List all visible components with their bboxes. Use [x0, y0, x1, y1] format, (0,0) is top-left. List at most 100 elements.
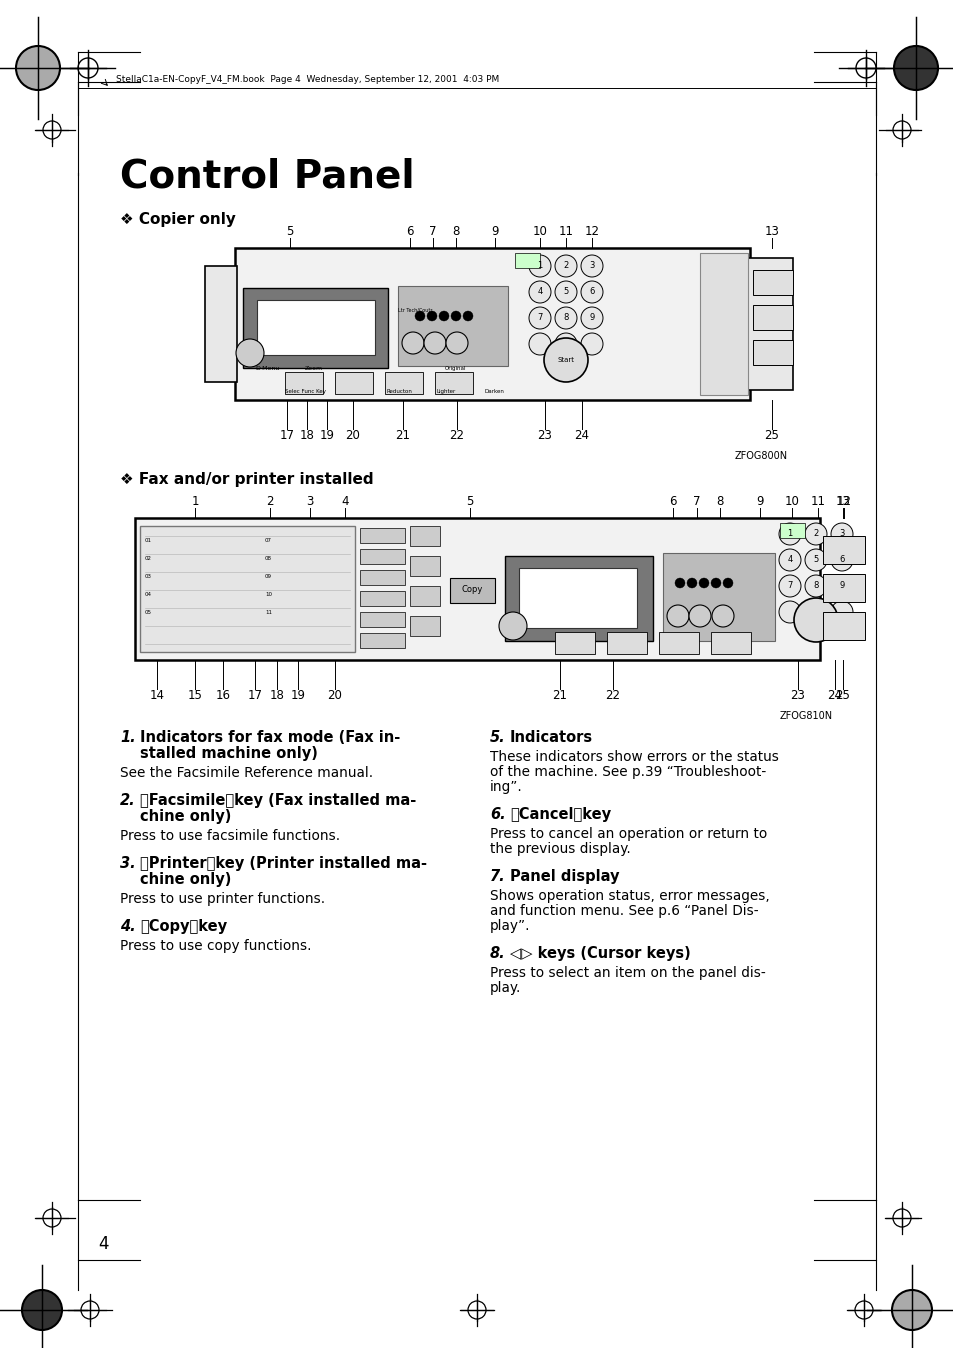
Text: 12: 12	[836, 495, 851, 508]
Text: Press to cancel an operation or return to: Press to cancel an operation or return t…	[490, 828, 766, 841]
Text: 5.: 5.	[490, 731, 505, 745]
Text: ◁▷ keys (Cursor keys): ◁▷ keys (Cursor keys)	[510, 946, 690, 961]
Text: 13: 13	[763, 225, 779, 239]
Text: 5: 5	[466, 495, 474, 508]
Text: 8: 8	[562, 314, 568, 322]
Text: 【Copy】key: 【Copy】key	[140, 919, 227, 934]
Text: 22: 22	[605, 689, 619, 702]
Text: 05: 05	[145, 611, 152, 615]
Text: 02: 02	[145, 555, 152, 561]
Circle shape	[666, 605, 688, 627]
Text: 8.: 8.	[490, 946, 505, 961]
Circle shape	[451, 311, 460, 321]
Text: 7.: 7.	[490, 869, 505, 884]
Circle shape	[555, 255, 577, 276]
Bar	[752, 270, 792, 295]
Circle shape	[498, 612, 526, 640]
Text: 18: 18	[270, 689, 284, 702]
Text: ZFOG810N: ZFOG810N	[780, 710, 832, 721]
Text: Zoom: Zoom	[305, 367, 323, 371]
Text: 23: 23	[790, 689, 804, 702]
Bar	[410, 586, 439, 607]
Circle shape	[804, 601, 826, 623]
Bar	[140, 526, 355, 652]
Circle shape	[16, 46, 60, 90]
Text: 2: 2	[813, 530, 818, 538]
Circle shape	[235, 338, 264, 367]
Bar	[710, 632, 750, 654]
Text: Reducton: Reducton	[387, 390, 413, 394]
Text: 7: 7	[786, 581, 792, 590]
Text: 10: 10	[783, 495, 799, 508]
Circle shape	[793, 599, 837, 642]
Text: 【Cancel】key: 【Cancel】key	[510, 807, 611, 822]
Circle shape	[779, 601, 801, 623]
Circle shape	[688, 605, 710, 627]
Circle shape	[427, 311, 436, 321]
Circle shape	[675, 578, 684, 588]
Bar	[822, 574, 864, 603]
Text: 1: 1	[537, 262, 542, 271]
Text: 16: 16	[215, 689, 231, 702]
Bar	[410, 616, 439, 636]
Bar	[662, 553, 774, 642]
Text: 11: 11	[265, 611, 272, 615]
Bar	[335, 372, 373, 394]
Circle shape	[446, 332, 468, 355]
Circle shape	[580, 255, 602, 276]
Text: 13: 13	[835, 495, 849, 508]
Circle shape	[555, 307, 577, 329]
Circle shape	[415, 311, 424, 321]
Circle shape	[891, 1290, 931, 1330]
Circle shape	[543, 338, 587, 381]
Text: Selec Func Key: Selec Func Key	[285, 390, 326, 394]
Text: 24: 24	[574, 429, 589, 442]
Text: Press to select an item on the panel dis-: Press to select an item on the panel dis…	[490, 967, 765, 980]
Circle shape	[555, 280, 577, 303]
Text: 4.: 4.	[120, 919, 135, 934]
Text: ZFOG800N: ZFOG800N	[734, 452, 787, 461]
Bar	[359, 634, 405, 648]
Circle shape	[779, 576, 801, 597]
Text: 2.: 2.	[120, 793, 135, 807]
Text: 11: 11	[558, 225, 573, 239]
Text: 8: 8	[452, 225, 459, 239]
Bar	[359, 590, 405, 607]
Bar	[256, 301, 375, 355]
Text: 6: 6	[406, 225, 414, 239]
Bar	[822, 612, 864, 640]
Text: 23: 23	[537, 429, 552, 442]
Text: 1: 1	[786, 530, 792, 538]
Text: 9: 9	[491, 225, 498, 239]
Bar	[135, 518, 820, 661]
Text: 9: 9	[589, 314, 594, 322]
Bar	[515, 253, 539, 268]
Circle shape	[529, 255, 551, 276]
Text: Control Panel: Control Panel	[120, 158, 415, 195]
Bar	[359, 549, 405, 563]
Bar	[410, 526, 439, 546]
Text: chine only): chine only)	[140, 872, 232, 887]
Text: 22: 22	[449, 429, 464, 442]
Text: Original
O Text
O Photo: Original O Text O Photo	[444, 367, 466, 383]
Circle shape	[830, 523, 852, 545]
Circle shape	[580, 280, 602, 303]
Text: 03: 03	[145, 574, 152, 580]
Bar	[518, 568, 637, 628]
Circle shape	[830, 549, 852, 572]
Text: 6.: 6.	[490, 807, 505, 822]
Circle shape	[804, 523, 826, 545]
Text: of the machine. See p.39 “Troubleshoot-: of the machine. See p.39 “Troubleshoot-	[490, 766, 765, 779]
Bar	[822, 537, 864, 563]
Text: 19: 19	[291, 689, 305, 702]
Text: 5: 5	[286, 225, 294, 239]
Text: 4: 4	[98, 1235, 109, 1254]
Bar	[285, 372, 323, 394]
Bar	[243, 288, 388, 368]
Text: 【Printer】key (Printer installed ma-: 【Printer】key (Printer installed ma-	[140, 856, 427, 871]
Circle shape	[529, 333, 551, 355]
Circle shape	[529, 280, 551, 303]
Text: 2: 2	[266, 495, 274, 508]
Circle shape	[804, 549, 826, 572]
Text: 10: 10	[532, 225, 547, 239]
